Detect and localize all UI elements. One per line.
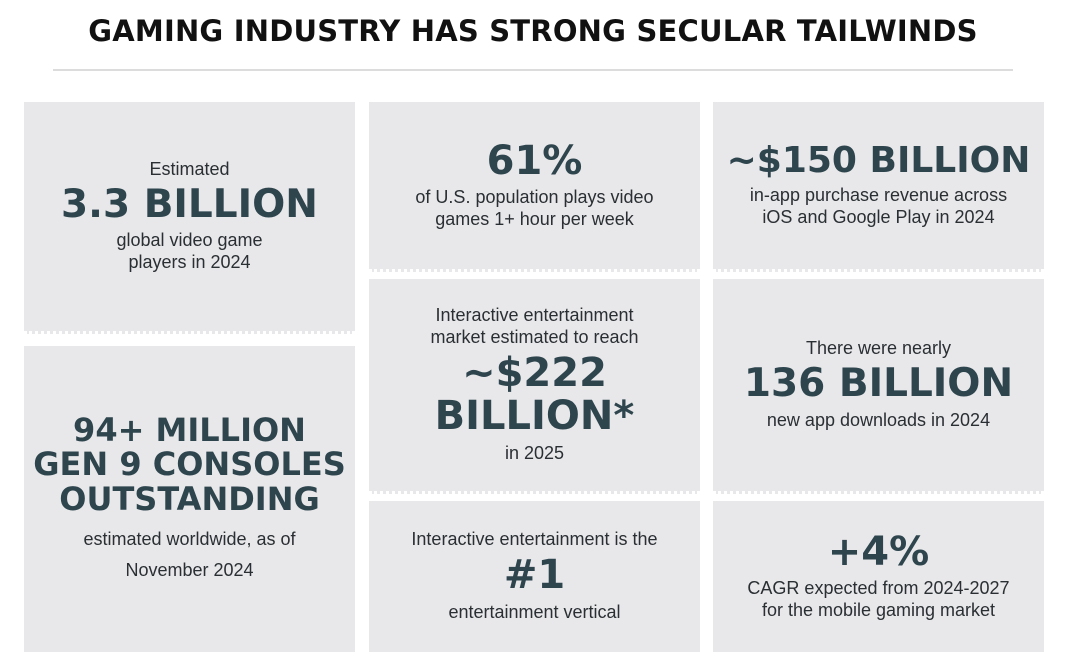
in-app-stat: ~$150 BILLION (726, 140, 1031, 182)
cagr-stat: +4% (827, 528, 930, 575)
players-post-line-1: global video game (116, 230, 263, 251)
us-population-stat: 61% (486, 137, 583, 184)
players-pre-text: Estimated (149, 159, 230, 180)
in-app-post-line-1: in-app purchase revenue across (749, 184, 1008, 205)
downloads-post: new app downloads in 2024 (766, 409, 991, 430)
players-post-line-2: players in 2024 (128, 252, 251, 273)
consoles-stat-line-2: GEN 9 CONSOLES (33, 445, 346, 484)
cagr-post-line-2: for the mobile gaming market (761, 600, 996, 621)
market-pre-line-1: Interactive entertainment (435, 304, 634, 325)
consoles-stat-line-1: 94+ MILLION (73, 410, 306, 449)
downloads-stat: 136 BILLION (743, 361, 1014, 407)
vertical-pre: Interactive entertainment is the (411, 528, 658, 549)
stat-tile-players: Estimated 3.3 BILLION global video game … (24, 102, 355, 334)
consoles-stat-line-3: OUTSTANDING (59, 479, 320, 518)
us-population-post-line-2: games 1+ hour per week (435, 209, 634, 230)
stat-tile-cagr: +4% CAGR expected from 2024-2027 for the… (713, 501, 1044, 652)
stat-tile-in-app: ~$150 BILLION in-app purchase revenue ac… (713, 102, 1044, 272)
in-app-post-line-2: iOS and Google Play in 2024 (762, 206, 995, 227)
page-title: GAMING INDUSTRY HAS STRONG SECULAR TAILW… (88, 14, 978, 48)
cagr-post-line-1: CAGR expected from 2024-2027 (747, 578, 1010, 599)
market-pre-line-2: market estimated to reach (430, 326, 639, 347)
market-stat-line-1: ~$222 (462, 349, 607, 396)
consoles-post-line-1: estimated worldwide, as of (83, 529, 296, 550)
us-population-post-line-1: of U.S. population plays video (415, 187, 654, 208)
vertical-post: entertainment vertical (448, 602, 621, 623)
market-stat-line-2: BILLION* (434, 392, 635, 439)
consoles-post-line-2: November 2024 (125, 559, 254, 580)
stat-tile-us-population: 61% of U.S. population plays video games… (369, 102, 700, 272)
title-divider (53, 69, 1013, 71)
market-post: in 2025 (504, 443, 565, 464)
stat-tile-market: Interactive entertainment market estimat… (369, 279, 700, 494)
players-stat: 3.3 BILLION (61, 181, 318, 227)
stat-tile-downloads: There were nearly 136 BILLION new app do… (713, 279, 1044, 494)
stat-tile-consoles: 94+ MILLION GEN 9 CONSOLES OUTSTANDING e… (24, 346, 355, 652)
stat-tile-vertical: Interactive entertainment is the #1 ente… (369, 501, 700, 652)
downloads-pre: There were nearly (805, 338, 952, 359)
vertical-stat: #1 (503, 551, 566, 598)
